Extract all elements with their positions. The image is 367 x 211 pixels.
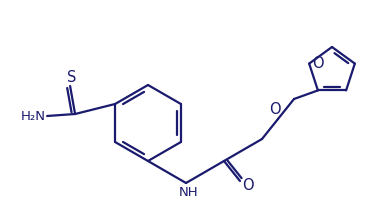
Text: S: S	[68, 70, 77, 85]
Text: O: O	[269, 101, 281, 116]
Text: NH: NH	[179, 185, 199, 199]
Text: H₂N: H₂N	[21, 110, 46, 123]
Text: O: O	[242, 179, 254, 193]
Text: O: O	[312, 56, 324, 71]
